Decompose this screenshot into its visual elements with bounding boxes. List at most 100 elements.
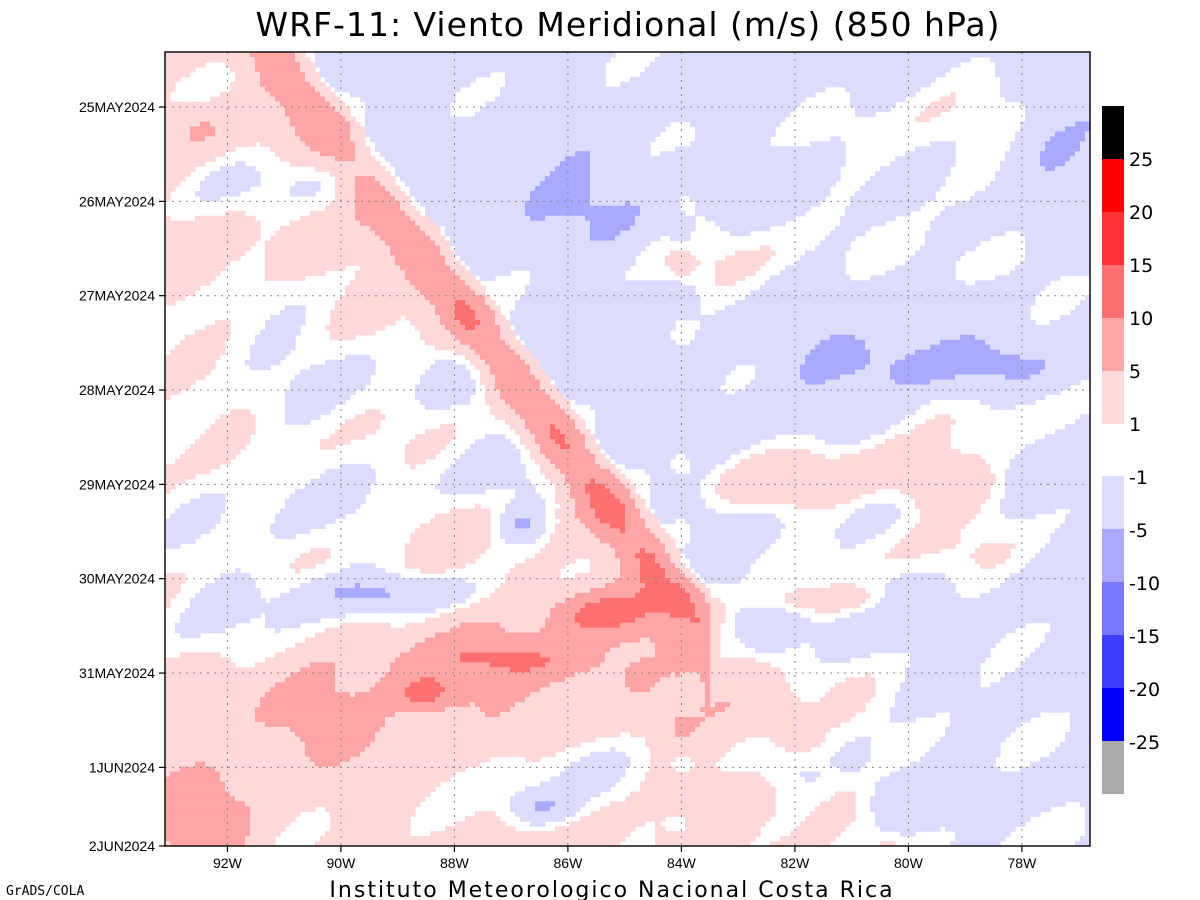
field-cell (170, 102, 176, 108)
field-cell (505, 181, 511, 187)
field-cell (670, 211, 676, 217)
field-cell (720, 97, 726, 103)
field-cell (535, 131, 541, 137)
field-cell (300, 181, 306, 187)
field-cell (715, 181, 721, 187)
field-cell (365, 131, 371, 137)
field-cell (170, 77, 176, 83)
field-cell (315, 121, 321, 127)
field-cell (275, 126, 281, 132)
field-cell (215, 176, 221, 182)
field-cell (905, 82, 911, 88)
field-cell (555, 52, 561, 58)
field-cell (495, 181, 501, 187)
field-cell (630, 117, 636, 123)
field-cell (285, 121, 291, 127)
field-cell (355, 72, 361, 78)
field-cell (530, 52, 536, 58)
field-cell (235, 87, 241, 93)
field-cell (245, 112, 251, 118)
field-cell (900, 176, 906, 182)
field-cell (815, 72, 821, 78)
field-cell (690, 191, 696, 197)
field-cell (740, 136, 746, 142)
field-cell (240, 181, 246, 187)
field-cell (240, 121, 246, 127)
field-cell (375, 146, 381, 152)
field-cell (340, 82, 346, 88)
field-cell (700, 97, 706, 103)
field-cell (725, 136, 731, 142)
field-cell (480, 216, 486, 222)
field-cell (1000, 171, 1006, 177)
field-cell (230, 107, 236, 113)
field-cell (1000, 191, 1006, 197)
field-cell (170, 62, 176, 68)
field-cell (1030, 186, 1036, 192)
field-cell (945, 52, 951, 58)
field-cell (510, 107, 516, 113)
field-cell (235, 221, 241, 227)
field-cell (940, 171, 946, 177)
field-cell (530, 126, 536, 132)
field-cell (315, 141, 321, 147)
field-cell (680, 146, 686, 152)
field-cell (830, 181, 836, 187)
field-cell (1075, 77, 1081, 83)
field-cell (415, 176, 421, 182)
field-cell (700, 67, 706, 73)
field-cell (525, 117, 531, 123)
field-cell (350, 136, 356, 142)
field-cell (900, 97, 906, 103)
field-cell (535, 181, 541, 187)
field-cell (230, 136, 236, 142)
field-cell (520, 156, 526, 162)
field-cell (605, 206, 611, 212)
field-cell (630, 97, 636, 103)
field-cell (445, 52, 451, 58)
field-cell (1065, 77, 1071, 83)
field-cell (755, 126, 761, 132)
field-cell (875, 181, 881, 187)
field-cell (1065, 176, 1071, 182)
field-cell (250, 77, 256, 83)
field-cell (720, 107, 726, 113)
field-cell (295, 62, 301, 68)
field-cell (400, 82, 406, 88)
field-cell (1020, 166, 1026, 172)
field-cell (255, 57, 261, 63)
field-cell (245, 221, 251, 227)
field-cell (180, 221, 186, 227)
field-cell (710, 136, 716, 142)
field-cell (245, 117, 251, 123)
field-cell (505, 102, 511, 108)
field-cell (675, 82, 681, 88)
field-cell (440, 87, 446, 93)
field-cell (690, 156, 696, 162)
field-cell (170, 141, 176, 147)
field-cell (835, 136, 841, 142)
field-cell (425, 126, 431, 132)
field-cell (665, 57, 671, 63)
field-cell (360, 171, 366, 177)
field-cell (330, 156, 336, 162)
field-cell (180, 102, 186, 108)
field-cell (480, 161, 486, 167)
field-cell (305, 186, 311, 192)
field-cell (695, 176, 701, 182)
field-cell (330, 112, 336, 118)
field-cell (220, 57, 226, 63)
field-cell (695, 57, 701, 63)
field-cell (1020, 156, 1026, 162)
field-cell (895, 176, 901, 182)
field-cell (845, 206, 851, 212)
field-cell (1005, 211, 1011, 217)
field-cell (1050, 67, 1056, 73)
field-cell (620, 176, 626, 182)
field-cell (280, 102, 286, 108)
field-cell (440, 176, 446, 182)
field-cell (800, 146, 806, 152)
field-cell (1075, 117, 1081, 123)
field-cell (1000, 181, 1006, 187)
field-cell (325, 151, 331, 157)
